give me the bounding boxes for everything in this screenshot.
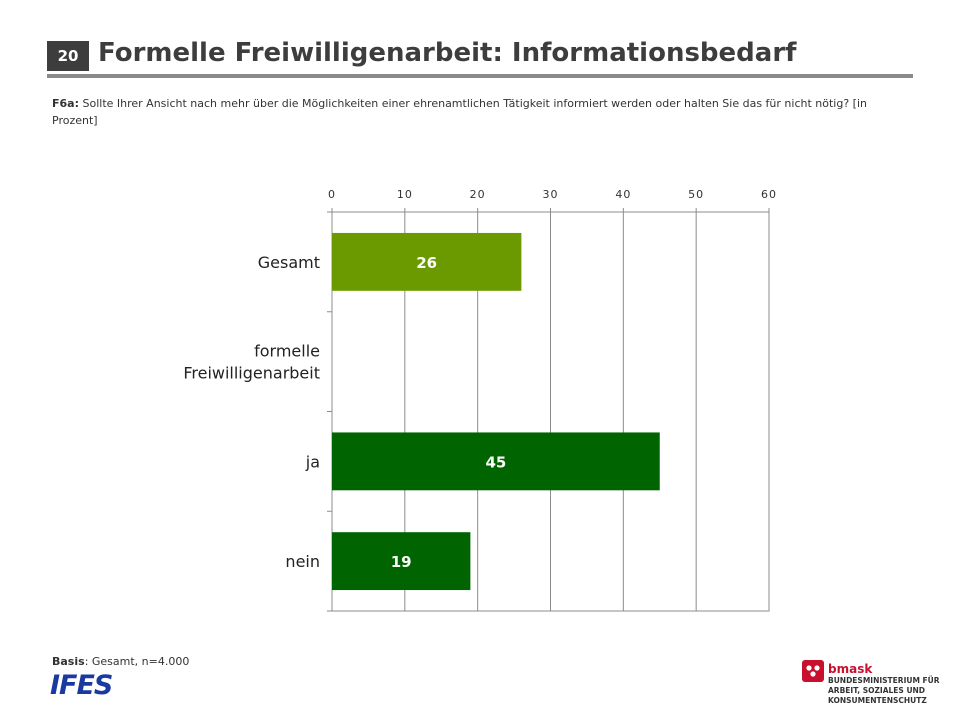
page-title: Formelle Freiwilligenarbeit: Information… [98,38,797,68]
x-tick-label: 10 [397,188,413,201]
x-tick-label: 60 [761,188,777,201]
bar-value-label: 45 [485,453,506,471]
page-number: 20 [47,41,89,71]
basis-label: Basis [52,655,85,668]
ifes-logo-text: IFES [50,672,112,696]
bmask-logo-icon [802,660,824,682]
bmask-logo-square [802,660,824,682]
title-divider [47,74,913,78]
ifes-logo: IFES [50,672,113,696]
basis-note: Basis: Gesamt, n=4.000 [52,655,189,668]
bar-value-label: 26 [416,254,437,272]
category-label: Freiwilligenarbeit [183,364,320,383]
x-tick-label: 20 [470,188,486,201]
question-body: Sollte Ihrer Ansicht nach mehr über die … [52,97,867,127]
x-tick-label: 30 [543,188,559,201]
category-label: nein [285,552,320,571]
x-tick-label: 40 [615,188,631,201]
bar [332,532,471,591]
basis-value: : Gesamt, n=4.000 [84,655,190,668]
question-text: F6a: Sollte Ihrer Ansicht nach mehr über… [52,95,902,129]
bmask-logo-text: bmask BUNDESMINISTERIUM FÜR ARBEIT, SOZI… [828,663,940,706]
bar [332,232,522,291]
category-label: Gesamt [258,253,320,272]
question-code: F6a: [52,97,79,110]
x-tick-label: 0 [328,188,336,201]
bmask-line-3: KONSUMENTENSCHUTZ [828,696,927,705]
category-label: formelle [254,342,320,361]
bmask-line-2: ARBEIT, SOZIALES UND [828,686,926,695]
bar [332,432,660,491]
category-label: ja [305,452,320,471]
bmask-name: bmask [828,662,873,676]
bar-value-label: 19 [391,553,412,571]
x-tick-label: 50 [688,188,704,201]
bmask-line-1: BUNDESMINISTERIUM FÜR [828,676,940,685]
